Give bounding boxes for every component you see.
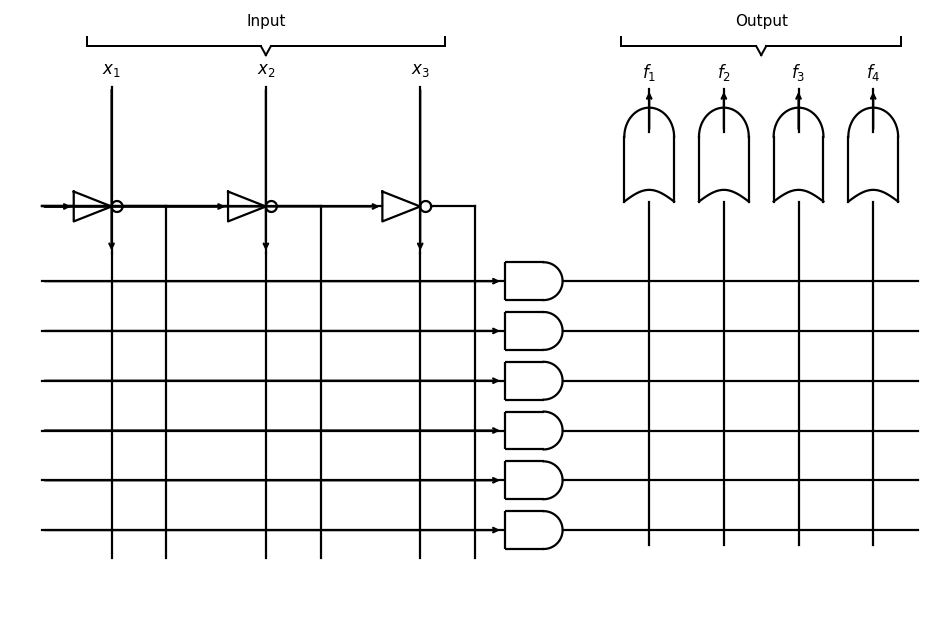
Text: $x_2$: $x_2$ xyxy=(256,61,275,79)
Text: $x_3$: $x_3$ xyxy=(411,61,430,79)
Text: $f_3$: $f_3$ xyxy=(791,62,806,83)
Text: $x_1$: $x_1$ xyxy=(102,61,121,79)
Text: $f_2$: $f_2$ xyxy=(717,62,731,83)
Text: $f_1$: $f_1$ xyxy=(642,62,656,83)
Text: Output: Output xyxy=(735,14,788,29)
Text: Input: Input xyxy=(246,14,285,29)
Text: $f_4$: $f_4$ xyxy=(866,62,881,83)
